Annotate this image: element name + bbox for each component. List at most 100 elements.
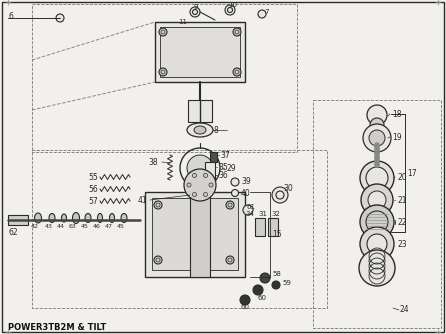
Text: 46: 46 — [93, 223, 101, 228]
Bar — [205, 162, 215, 180]
Text: 40: 40 — [241, 188, 251, 197]
Ellipse shape — [110, 213, 115, 222]
Text: 10: 10 — [228, 2, 237, 8]
Circle shape — [154, 201, 162, 209]
Circle shape — [233, 28, 241, 36]
Circle shape — [363, 124, 391, 152]
Text: 6: 6 — [8, 11, 13, 20]
Text: 43: 43 — [45, 223, 53, 228]
Circle shape — [159, 68, 167, 76]
Text: 62: 62 — [8, 227, 18, 236]
Ellipse shape — [121, 213, 127, 222]
Ellipse shape — [85, 213, 91, 222]
Text: 47: 47 — [105, 223, 113, 228]
Text: 42: 42 — [31, 223, 39, 228]
Text: 37: 37 — [220, 151, 230, 160]
Text: POWER3TB2M & TILT: POWER3TB2M & TILT — [8, 324, 106, 333]
Text: 59: 59 — [282, 280, 291, 286]
Ellipse shape — [62, 214, 66, 222]
Bar — [145, 192, 245, 277]
Text: 61: 61 — [246, 204, 255, 210]
Circle shape — [366, 167, 388, 189]
Circle shape — [360, 161, 394, 195]
Text: 7: 7 — [264, 9, 268, 15]
Bar — [313, 100, 441, 328]
Ellipse shape — [73, 212, 79, 223]
Text: 58: 58 — [272, 271, 281, 277]
Ellipse shape — [194, 126, 206, 134]
Circle shape — [226, 201, 234, 209]
Circle shape — [369, 130, 385, 146]
Bar — [255, 218, 265, 236]
Bar — [155, 22, 245, 82]
Text: 41: 41 — [138, 195, 148, 204]
Circle shape — [192, 177, 208, 193]
Circle shape — [361, 184, 393, 216]
Bar — [210, 152, 217, 162]
Text: 17: 17 — [407, 168, 417, 177]
Text: 29: 29 — [226, 164, 235, 172]
Ellipse shape — [34, 213, 41, 223]
Bar — [160, 27, 240, 77]
Circle shape — [187, 183, 191, 187]
Circle shape — [203, 192, 207, 196]
Bar — [190, 172, 210, 277]
Circle shape — [184, 169, 216, 201]
Text: 55: 55 — [88, 172, 98, 181]
Circle shape — [225, 5, 235, 15]
Text: 8: 8 — [213, 126, 218, 135]
Circle shape — [272, 187, 288, 203]
Circle shape — [231, 189, 239, 196]
Circle shape — [370, 118, 384, 132]
Circle shape — [260, 273, 270, 283]
Circle shape — [367, 234, 387, 254]
Circle shape — [368, 191, 386, 209]
Circle shape — [367, 105, 387, 125]
Text: 57: 57 — [88, 196, 98, 205]
Text: 34: 34 — [245, 211, 254, 217]
Text: 38: 38 — [148, 158, 157, 167]
Text: 18: 18 — [392, 110, 401, 119]
Text: 15: 15 — [272, 229, 281, 238]
Circle shape — [193, 173, 197, 177]
Text: 45: 45 — [117, 223, 125, 228]
Text: 30: 30 — [283, 183, 293, 192]
Text: 24: 24 — [399, 306, 409, 315]
Text: 21: 21 — [397, 195, 406, 204]
Text: 60: 60 — [240, 304, 249, 310]
Circle shape — [154, 256, 162, 264]
Bar — [188, 100, 212, 122]
Circle shape — [233, 68, 241, 76]
Circle shape — [243, 205, 253, 215]
Text: 35: 35 — [218, 163, 228, 171]
Circle shape — [203, 173, 207, 177]
Text: 45: 45 — [81, 223, 89, 228]
Circle shape — [231, 178, 239, 186]
Circle shape — [226, 256, 234, 264]
Bar — [152, 198, 238, 270]
Text: 32: 32 — [271, 211, 280, 217]
Circle shape — [56, 14, 64, 22]
Circle shape — [366, 211, 388, 233]
Circle shape — [360, 205, 394, 239]
Circle shape — [258, 10, 266, 18]
Text: 56: 56 — [88, 184, 98, 193]
Circle shape — [193, 192, 197, 196]
Circle shape — [240, 295, 250, 305]
Text: 20: 20 — [397, 172, 407, 181]
Text: 23: 23 — [397, 239, 407, 248]
Ellipse shape — [98, 213, 103, 222]
Text: 36: 36 — [218, 170, 228, 179]
Circle shape — [209, 183, 213, 187]
Circle shape — [360, 227, 394, 261]
Circle shape — [187, 155, 213, 181]
Bar — [8, 215, 28, 225]
Circle shape — [159, 28, 167, 36]
Circle shape — [190, 7, 200, 17]
Circle shape — [253, 285, 263, 295]
Circle shape — [359, 250, 395, 286]
Text: 22: 22 — [397, 217, 406, 226]
Text: 31: 31 — [258, 211, 267, 217]
Text: 9: 9 — [193, 4, 198, 10]
Text: 39: 39 — [241, 176, 251, 185]
